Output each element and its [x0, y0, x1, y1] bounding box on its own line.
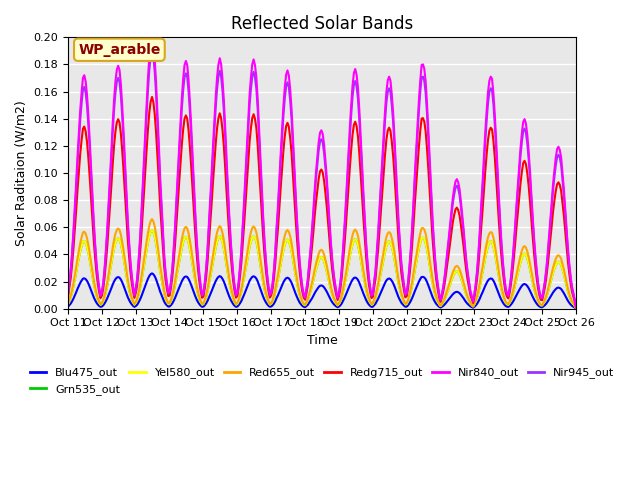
Grn535_out [458, 279, 466, 285]
Red655_out [458, 275, 466, 281]
Nir840_out [458, 212, 466, 218]
Blu475_out [64, 304, 72, 310]
Nir945_out [148, 48, 156, 54]
Yel580_out [572, 305, 580, 311]
Line: Redg715_out: Redg715_out [68, 97, 609, 308]
Blu475_out [456, 290, 463, 296]
Redg715_out [456, 213, 463, 218]
Red655_out [242, 261, 250, 267]
Redg715_out [148, 94, 156, 100]
Yel580_out [280, 247, 287, 252]
Grn535_out [129, 300, 137, 305]
Line: Grn535_out: Grn535_out [68, 230, 609, 308]
Grn535_out [605, 305, 612, 311]
Blu475_out [406, 300, 413, 306]
Yel580_out [605, 305, 612, 311]
Red655_out [64, 301, 72, 307]
Red655_out [456, 266, 463, 272]
Redg715_out [129, 288, 137, 294]
Yel580_out [456, 271, 463, 277]
Nir840_out [242, 171, 250, 177]
Grn535_out [406, 294, 413, 300]
Redg715_out [605, 304, 612, 310]
Nir945_out [406, 266, 413, 272]
Grn535_out [64, 301, 72, 307]
Grn535_out [148, 227, 156, 233]
Nir945_out [456, 192, 463, 198]
Line: Yel580_out: Yel580_out [68, 230, 609, 308]
Yel580_out [458, 279, 466, 285]
Line: Red655_out: Red655_out [68, 219, 609, 308]
Title: Reflected Solar Bands: Reflected Solar Bands [231, 15, 413, 33]
Nir945_out [572, 305, 580, 311]
Text: WP_arable: WP_arable [78, 43, 161, 57]
Redg715_out [458, 233, 466, 239]
Yel580_out [406, 294, 413, 300]
Line: Nir945_out: Nir945_out [68, 51, 609, 308]
Blu475_out [280, 279, 287, 285]
Nir945_out [242, 178, 250, 184]
Red655_out [129, 299, 137, 304]
Nir840_out [280, 103, 287, 108]
Blu475_out [148, 271, 156, 276]
Line: Nir840_out: Nir840_out [68, 37, 609, 308]
Redg715_out [280, 147, 287, 153]
Line: Blu475_out: Blu475_out [68, 274, 609, 309]
Nir945_out [605, 304, 612, 310]
Nir945_out [129, 285, 137, 290]
X-axis label: Time: Time [307, 334, 337, 347]
Yel580_out [64, 301, 72, 307]
Red655_out [406, 292, 413, 298]
Blu475_out [129, 303, 137, 309]
Nir945_out [280, 113, 287, 119]
Blu475_out [572, 306, 580, 312]
Grn535_out [242, 267, 250, 273]
Blu475_out [242, 288, 250, 294]
Nir840_out [129, 284, 137, 289]
Red655_out [572, 305, 580, 311]
Nir840_out [406, 264, 413, 270]
Yel580_out [148, 227, 156, 233]
Yel580_out [242, 267, 250, 273]
Grn535_out [280, 247, 287, 252]
Nir945_out [458, 217, 466, 223]
Yel580_out [129, 300, 137, 305]
Nir840_out [64, 290, 72, 296]
Red655_out [280, 239, 287, 244]
Redg715_out [406, 273, 413, 279]
Red655_out [605, 305, 612, 311]
Nir840_out [456, 186, 463, 192]
Grn535_out [456, 271, 463, 277]
Nir840_out [605, 304, 612, 310]
Grn535_out [572, 305, 580, 311]
Nir840_out [572, 305, 580, 311]
Legend: Blu475_out, Grn535_out, Yel580_out, Red655_out, Redg715_out, Nir840_out, Nir945_: Blu475_out, Grn535_out, Yel580_out, Red6… [25, 363, 619, 399]
Redg715_out [242, 201, 250, 206]
Nir945_out [64, 291, 72, 297]
Blu475_out [458, 294, 466, 300]
Y-axis label: Solar Raditaion (W/m2): Solar Raditaion (W/m2) [15, 100, 28, 246]
Red655_out [148, 216, 156, 222]
Redg715_out [572, 305, 580, 311]
Nir840_out [148, 35, 156, 40]
Blu475_out [605, 306, 612, 312]
Redg715_out [64, 294, 72, 300]
